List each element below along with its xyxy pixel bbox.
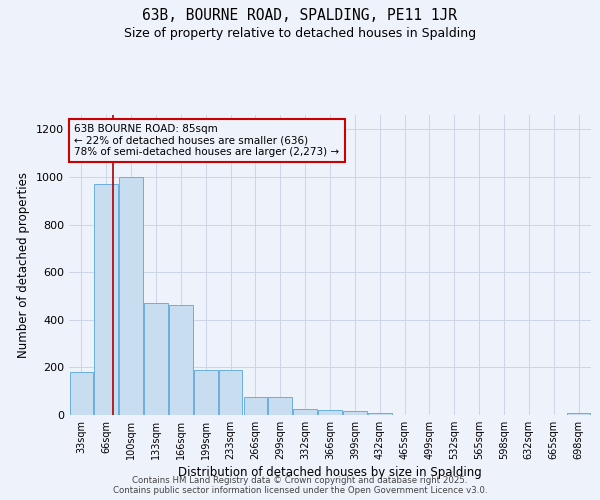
Bar	[194, 370, 218, 415]
Bar	[318, 410, 342, 415]
Bar	[94, 184, 118, 415]
Bar	[268, 397, 292, 415]
Bar	[169, 306, 193, 415]
Text: Size of property relative to detached houses in Spalding: Size of property relative to detached ho…	[124, 28, 476, 40]
Bar	[293, 409, 317, 415]
Bar	[144, 303, 168, 415]
Bar	[219, 370, 242, 415]
Bar	[368, 412, 392, 415]
Bar	[70, 372, 93, 415]
X-axis label: Distribution of detached houses by size in Spalding: Distribution of detached houses by size …	[178, 466, 482, 479]
Text: 63B BOURNE ROAD: 85sqm
← 22% of detached houses are smaller (636)
78% of semi-de: 63B BOURNE ROAD: 85sqm ← 22% of detached…	[74, 124, 340, 157]
Text: Contains HM Land Registry data © Crown copyright and database right 2025.
Contai: Contains HM Land Registry data © Crown c…	[113, 476, 487, 495]
Bar	[244, 397, 267, 415]
Text: 63B, BOURNE ROAD, SPALDING, PE11 1JR: 63B, BOURNE ROAD, SPALDING, PE11 1JR	[143, 8, 458, 22]
Bar	[343, 412, 367, 415]
Y-axis label: Number of detached properties: Number of detached properties	[17, 172, 31, 358]
Bar	[567, 412, 590, 415]
Bar	[119, 177, 143, 415]
